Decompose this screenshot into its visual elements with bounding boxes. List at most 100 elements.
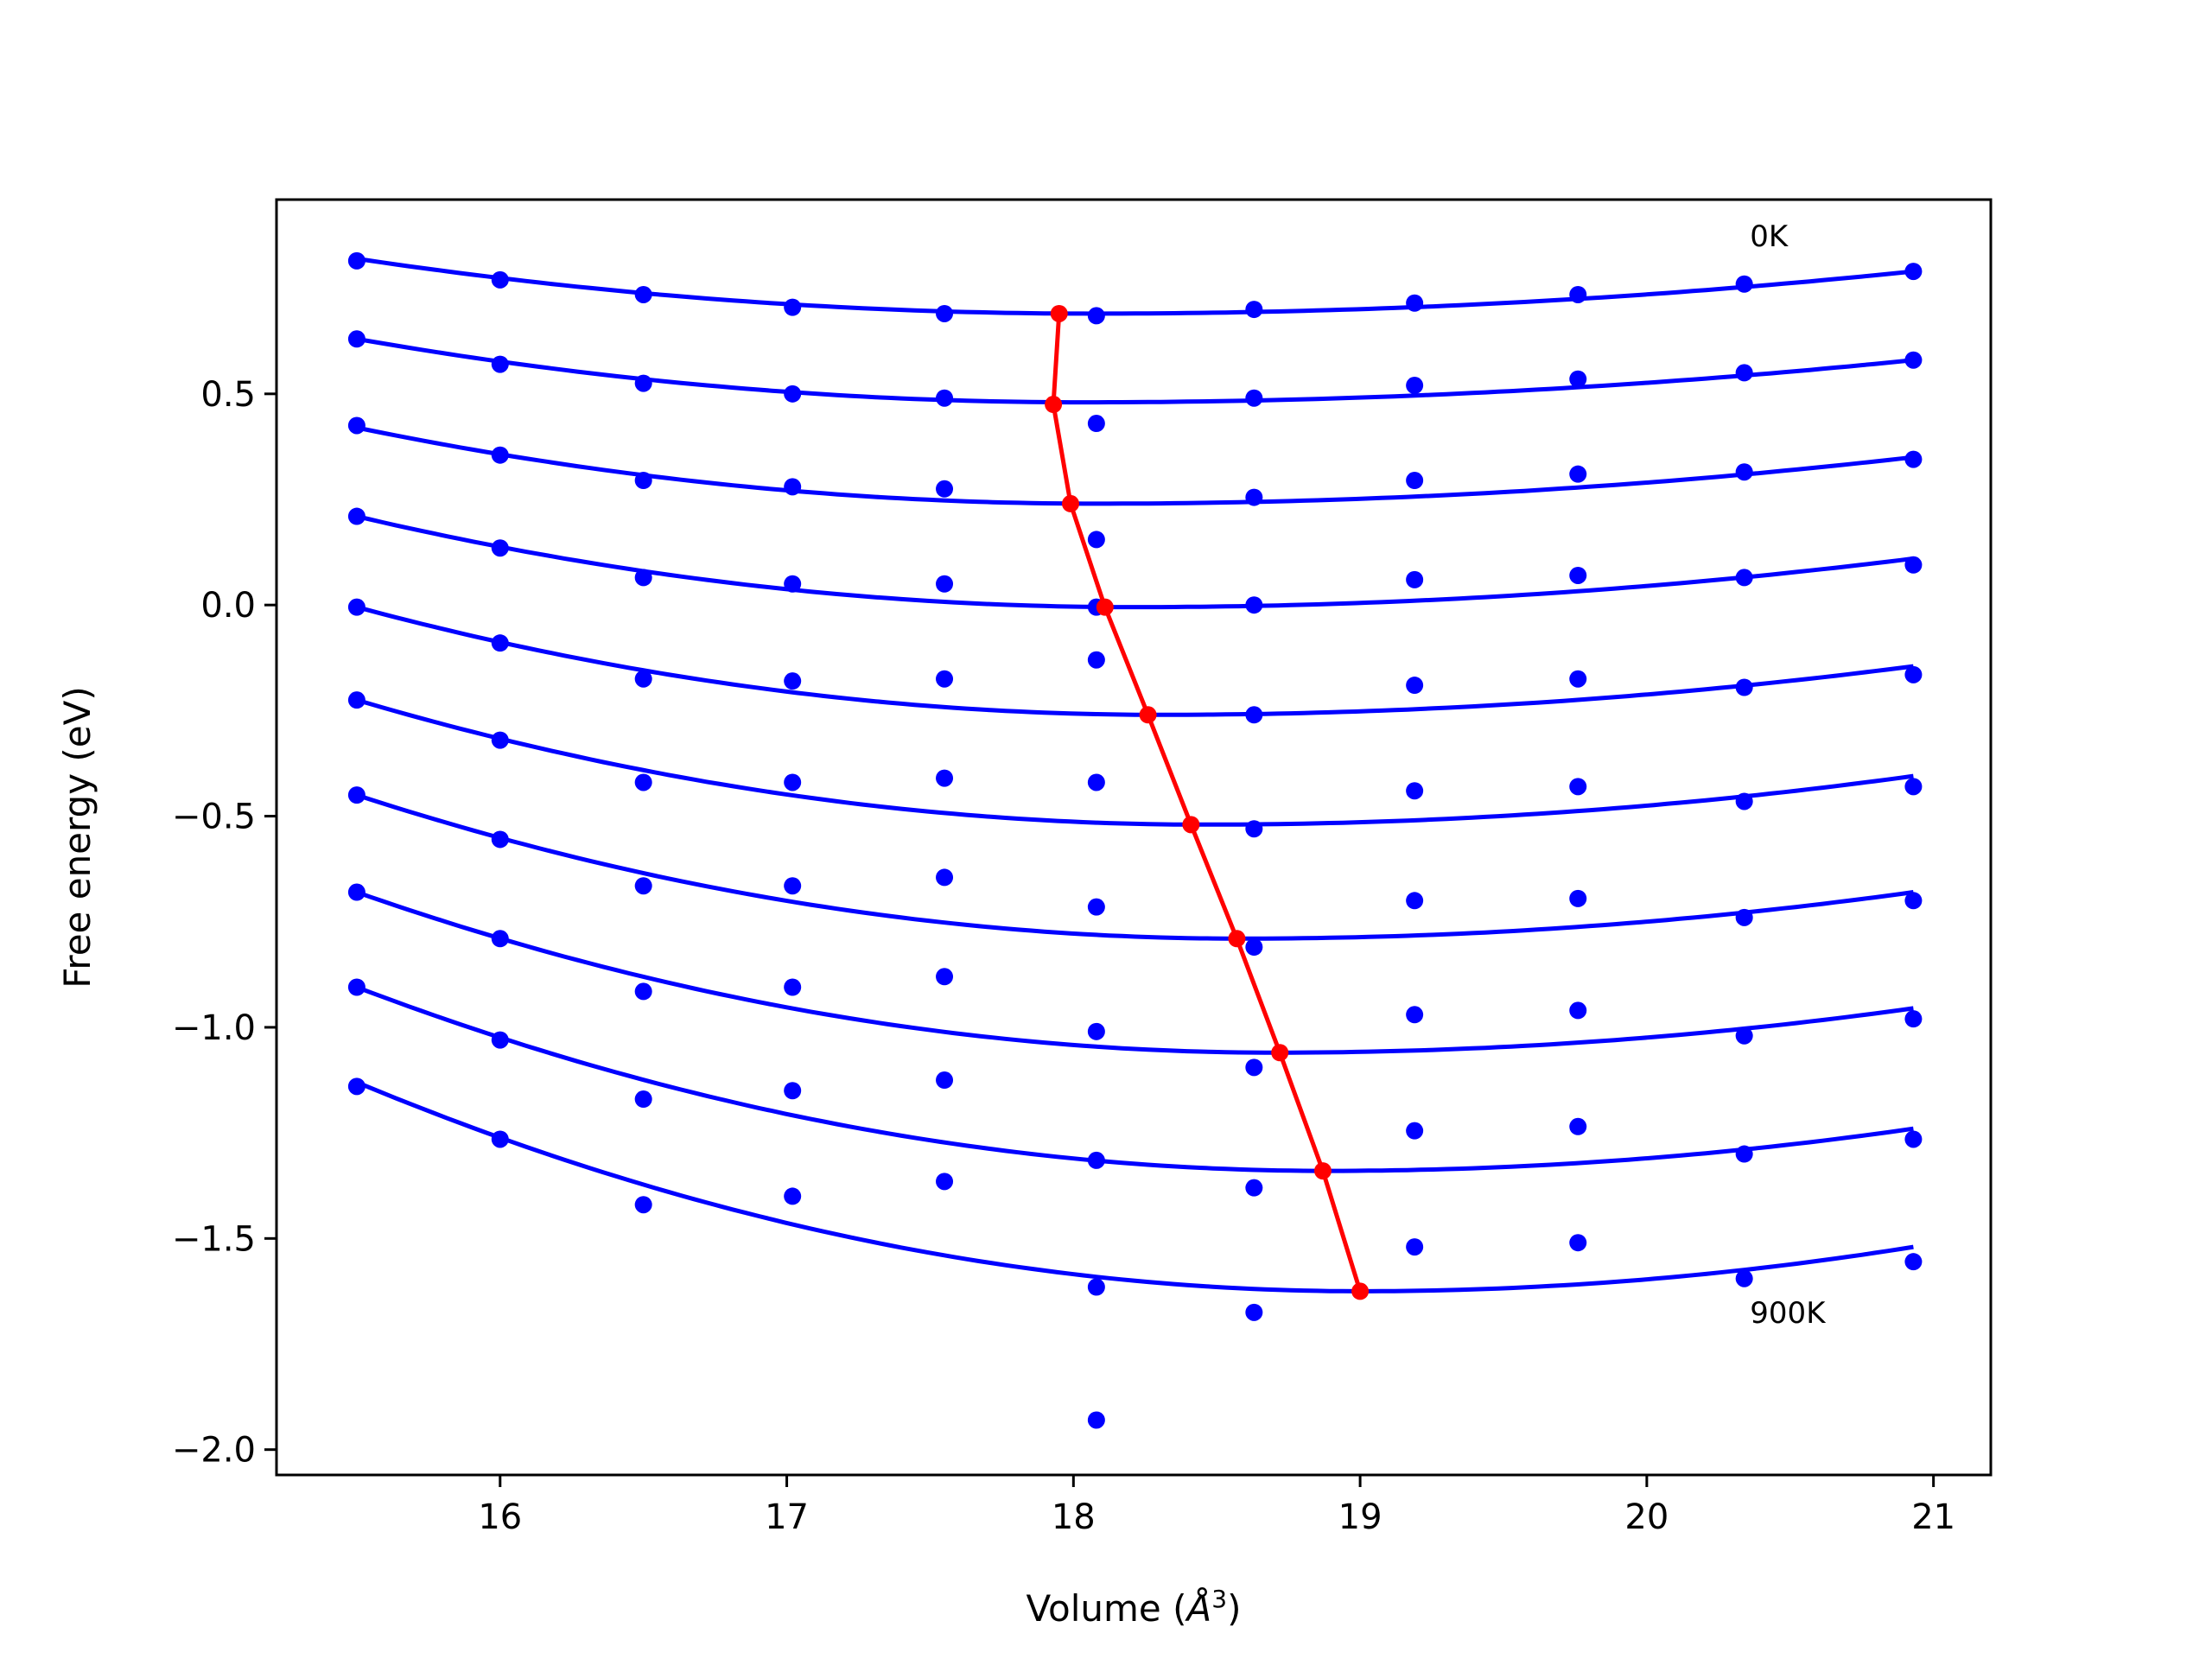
minimum-point-2 <box>1062 494 1080 512</box>
data-point-3-7 <box>1406 570 1424 588</box>
data-point-9-10 <box>1904 1253 1923 1271</box>
fit-curve-8 <box>356 985 1914 1173</box>
data-point-8-1 <box>491 1031 509 1049</box>
y-tick-label-4: −1.5 <box>172 1219 256 1259</box>
data-point-7-6 <box>1245 1058 1263 1077</box>
minimum-point-4 <box>1139 706 1157 724</box>
curve-annotations: 0K 900K <box>1750 219 1827 1331</box>
x-axis-ticks: 16 17 18 19 20 21 <box>478 1475 1955 1537</box>
data-point-4-8 <box>1569 670 1587 688</box>
data-point-4-6 <box>1245 706 1263 724</box>
fit-curve-4 <box>356 605 1914 717</box>
data-point-5-4 <box>936 769 954 787</box>
data-point-3-1 <box>491 539 509 557</box>
data-point-0-0 <box>347 251 365 270</box>
data-point-9-5 <box>1087 1278 1105 1296</box>
minimum-point-1 <box>1045 396 1063 414</box>
minimum-point-9 <box>1351 1282 1370 1300</box>
data-point-5-5 <box>1087 773 1105 791</box>
data-point-8-7 <box>1406 1122 1424 1140</box>
data-point-8-3 <box>784 1082 802 1100</box>
annotation-1: 900K <box>1750 1296 1827 1331</box>
data-point-1-4 <box>936 389 954 407</box>
x-tick-label-4: 20 <box>1624 1497 1669 1537</box>
x-tick-label-1: 17 <box>765 1497 809 1537</box>
data-point-7-3 <box>784 978 802 996</box>
x-tick-label-2: 18 <box>1052 1497 1096 1537</box>
data-point-6-4 <box>936 868 954 887</box>
x-tick-label-0: 16 <box>478 1497 522 1537</box>
data-point-4-0 <box>347 598 365 616</box>
data-point-8-10 <box>1904 1130 1923 1148</box>
minimum-point-3 <box>1096 598 1114 616</box>
data-point-2-0 <box>347 416 365 435</box>
data-point-2-2 <box>634 472 652 490</box>
data-point-6-2 <box>634 877 652 895</box>
data-point-0-9 <box>1735 275 1753 293</box>
data-point-9-7 <box>1406 1238 1424 1256</box>
data-point-3-4 <box>936 575 954 593</box>
x-axis-label-superscript: 3 <box>1211 1585 1227 1613</box>
fit-curve-2 <box>356 425 1914 506</box>
data-point-7-5 <box>1087 1022 1105 1040</box>
data-point-8-6 <box>1245 1179 1263 1197</box>
data-point-4-9 <box>1735 678 1753 696</box>
data-point-1-2 <box>634 374 652 392</box>
data-point-4-3 <box>784 672 802 690</box>
data-point-7-4 <box>936 968 954 986</box>
data-point-9-2 <box>634 1196 652 1214</box>
data-point-0-5 <box>1087 307 1105 325</box>
data-point-1-5 <box>1087 415 1105 433</box>
data-point-0-7 <box>1406 294 1424 312</box>
data-point-2-7 <box>1406 472 1424 490</box>
y-tick-label-3: −1.0 <box>172 1008 256 1048</box>
data-point-5-9 <box>1735 792 1753 810</box>
y-tick-label-5: −2.0 <box>172 1431 256 1471</box>
data-point-2-8 <box>1569 465 1587 483</box>
x-axis-label-close: ) <box>1227 1587 1241 1630</box>
data-point-7-10 <box>1904 1010 1923 1028</box>
data-point-1-8 <box>1569 370 1587 388</box>
fit-curve-7 <box>356 890 1914 1055</box>
data-point-8-5 <box>1087 1151 1105 1169</box>
minimum-point-7 <box>1271 1044 1289 1062</box>
data-point-7-0 <box>347 883 365 901</box>
data-point-0-4 <box>936 304 954 322</box>
data-point-4-5 <box>1087 651 1105 669</box>
data-point-0-6 <box>1245 301 1263 319</box>
data-point-3-2 <box>634 569 652 587</box>
data-point-9-0 <box>347 1077 365 1096</box>
data-point-2-6 <box>1245 488 1263 506</box>
minimum-point-5 <box>1182 816 1200 834</box>
data-point-7-7 <box>1406 1006 1424 1024</box>
data-point-6-9 <box>1735 908 1753 926</box>
data-point-3-3 <box>784 575 802 593</box>
fit-curves <box>355 256 1914 1294</box>
data-point-2-1 <box>491 446 509 464</box>
data-point-1-3 <box>784 385 802 403</box>
x-axis-label-unit: Å <box>1185 1586 1212 1630</box>
data-point-3-9 <box>1735 569 1753 587</box>
fit-curve-1 <box>356 336 1914 405</box>
data-point-3-10 <box>1904 556 1923 574</box>
data-point-5-1 <box>491 731 509 749</box>
data-point-8-9 <box>1735 1145 1753 1163</box>
x-axis-label-text: Volume ( <box>1027 1587 1187 1630</box>
data-point-4-10 <box>1904 665 1923 683</box>
data-point-5-10 <box>1904 778 1923 796</box>
data-point-6-5 <box>1087 898 1105 916</box>
data-point-6-8 <box>1569 889 1587 907</box>
data-point-0-1 <box>491 270 509 289</box>
minimum-point-8 <box>1313 1162 1332 1180</box>
data-point-9-8 <box>1569 1234 1587 1252</box>
data-point-6-7 <box>1406 892 1424 910</box>
data-point-8-8 <box>1569 1117 1587 1135</box>
minimum-curve <box>1045 304 1370 1300</box>
data-point-6-6 <box>1245 938 1263 957</box>
fit-curve-5 <box>356 697 1914 827</box>
y-tick-label-2: −0.5 <box>172 798 256 837</box>
data-point-3-8 <box>1569 566 1587 584</box>
data-point-9-6 <box>1245 1303 1263 1321</box>
data-point-1-1 <box>491 355 509 373</box>
